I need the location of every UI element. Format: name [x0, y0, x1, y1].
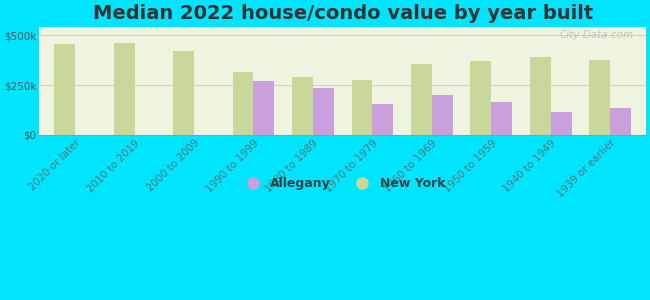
Bar: [491, 103, 512, 135]
Bar: [411, 64, 432, 135]
Title: Median 2022 house/condo value by year built: Median 2022 house/condo value by year bu…: [92, 4, 593, 23]
Bar: [173, 51, 194, 135]
Bar: [114, 44, 135, 135]
Bar: [471, 61, 491, 135]
Bar: [292, 77, 313, 135]
Bar: [610, 108, 631, 135]
Bar: [590, 60, 610, 135]
Bar: [551, 112, 571, 135]
Bar: [233, 72, 254, 135]
Bar: [313, 88, 333, 135]
Bar: [372, 104, 393, 135]
Bar: [254, 81, 274, 135]
Bar: [352, 80, 372, 135]
Legend: Allegany, New York: Allegany, New York: [235, 172, 450, 195]
Bar: [530, 57, 551, 135]
Bar: [432, 95, 452, 135]
Bar: [55, 44, 75, 135]
Text: City-Data.com: City-Data.com: [560, 30, 634, 40]
